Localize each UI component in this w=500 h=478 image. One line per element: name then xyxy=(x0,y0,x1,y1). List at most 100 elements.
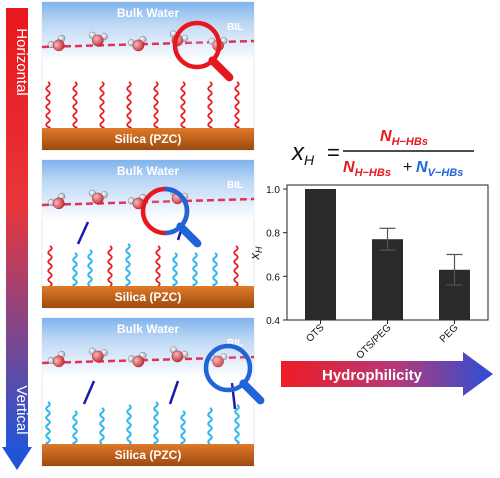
peg-chain xyxy=(234,404,240,445)
vertical-hbond xyxy=(168,380,180,405)
formula-plus: + xyxy=(403,159,412,176)
y-tick-label: 0.6 xyxy=(266,272,280,283)
peg-chain xyxy=(172,252,178,287)
alkyl-chain xyxy=(234,81,240,129)
alkyl-chain xyxy=(45,81,51,129)
water-molecule xyxy=(88,347,108,363)
interface-bond-line xyxy=(41,197,255,207)
peg-chain xyxy=(99,407,105,445)
orientation-arrow: Horizontal Vertical xyxy=(2,8,32,470)
oxygen-atom xyxy=(52,355,65,368)
x-tick-label: PEG xyxy=(438,322,461,345)
orientation-arrow-shaft xyxy=(6,8,28,448)
magnifier-handle xyxy=(239,379,265,405)
y-axis-label: xH xyxy=(247,246,264,261)
water-molecule xyxy=(88,31,108,47)
water-label: Bulk Water xyxy=(117,6,180,20)
magnifier-lens-half xyxy=(164,186,190,236)
peg-chain xyxy=(125,243,131,287)
hydrophilicity-arrow-shape xyxy=(281,352,493,396)
panel-3: Bulk Water BIL Silica (PZC) xyxy=(41,317,265,467)
oxygen-atom xyxy=(92,192,104,205)
panel-1: Bulk Water BIL Silica (PZC) xyxy=(41,1,255,151)
formula-numerator: NH−HBs xyxy=(380,128,428,148)
magnifier-icon xyxy=(203,343,265,405)
water-molecule xyxy=(47,350,66,368)
peg-chain xyxy=(180,410,186,445)
vertical-hbond xyxy=(76,221,90,245)
water-molecule xyxy=(127,35,147,52)
vertical-label: Vertical xyxy=(13,385,30,434)
water-molecule xyxy=(127,193,147,210)
silica-substrate xyxy=(42,286,254,308)
magnifier-handle xyxy=(208,56,234,82)
peg-chain xyxy=(72,410,78,445)
substrate-label: Silica (PZC) xyxy=(115,448,182,462)
alkyl-chain xyxy=(47,245,53,287)
water-label: Bulk Water xyxy=(117,322,180,336)
formula-equals: = xyxy=(327,140,340,165)
alkyl-chain xyxy=(99,81,105,129)
hydrophilicity-arrow: Hydrophilicity xyxy=(281,352,493,396)
substrate-label: Silica (PZC) xyxy=(115,132,182,146)
peg-chain xyxy=(192,252,198,287)
alkyl-chain xyxy=(126,81,132,129)
horizontal-label: Horizontal xyxy=(13,28,30,96)
magnifier-lens xyxy=(172,20,222,70)
peg-chain xyxy=(72,252,78,287)
alkyl-chain xyxy=(233,245,239,287)
orientation-arrow-head xyxy=(2,447,32,470)
magnifier-handle xyxy=(176,222,202,248)
water-molecule xyxy=(127,351,147,368)
oxygen-atom xyxy=(52,197,65,210)
interface-label: BIL xyxy=(227,22,243,33)
bar xyxy=(305,189,336,320)
panel-2: Bulk Water BIL Silica (PZC) xyxy=(41,159,255,309)
oxygen-atom xyxy=(92,34,104,47)
magnifier-icon xyxy=(172,20,234,82)
x-tick-label: OTS/PEG xyxy=(354,322,393,361)
silica-substrate xyxy=(42,444,254,466)
vertical-hbond xyxy=(82,380,96,405)
bar xyxy=(372,239,403,320)
peg-chain xyxy=(207,407,213,445)
alkyl-chain xyxy=(155,245,161,287)
alkyl-chain xyxy=(153,81,159,129)
x-tick-label: OTS xyxy=(304,322,327,345)
alkyl-chain xyxy=(72,81,78,129)
water-molecule xyxy=(169,346,189,363)
fraction-formula: xH = NH−HBs NH−HBs + NV−HBs xyxy=(291,128,474,179)
peg-chain xyxy=(212,252,218,287)
water-molecule xyxy=(88,189,108,205)
interface-label: BIL xyxy=(227,180,243,191)
interface-label: BIL xyxy=(227,338,243,349)
interface-panels: Bulk Water BIL Silica (PZC) Bulk Water BIL Si… xyxy=(41,1,265,467)
y-tick-label: 0.8 xyxy=(266,229,280,240)
peg-chain xyxy=(45,401,51,445)
silica-substrate xyxy=(42,128,254,150)
water-molecule xyxy=(47,192,66,210)
oxygen-atom xyxy=(92,350,104,363)
y-tick-label: 1.0 xyxy=(266,185,280,196)
oxygen-atom xyxy=(52,39,65,52)
oxygen-atom xyxy=(132,355,145,368)
peg-chain xyxy=(126,404,132,445)
hydrophilicity-label: Hydrophilicity xyxy=(322,367,423,384)
alkyl-chain xyxy=(207,81,213,129)
peg-chain xyxy=(153,401,159,445)
formula-denominator-vertical: NV−HBs xyxy=(416,159,463,179)
water-molecule xyxy=(47,34,66,52)
peg-chain xyxy=(87,249,93,287)
substrate-label: Silica (PZC) xyxy=(115,290,182,304)
magnifier-icon xyxy=(140,186,202,248)
water-label: Bulk Water xyxy=(117,164,180,178)
alkyl-chain xyxy=(180,81,186,129)
oxygen-atom xyxy=(132,39,145,52)
y-tick-label: 0.4 xyxy=(266,316,280,327)
magnifier-lens xyxy=(203,343,253,393)
formula-denominator-horizontal: NH−HBs xyxy=(343,159,391,179)
bar-chart: xH 0.4 0.6 0.8 1.0 OTS OTS/PEG PEG xyxy=(247,184,489,362)
alkyl-chain xyxy=(107,245,113,287)
formula-lhs: xH xyxy=(291,139,315,168)
